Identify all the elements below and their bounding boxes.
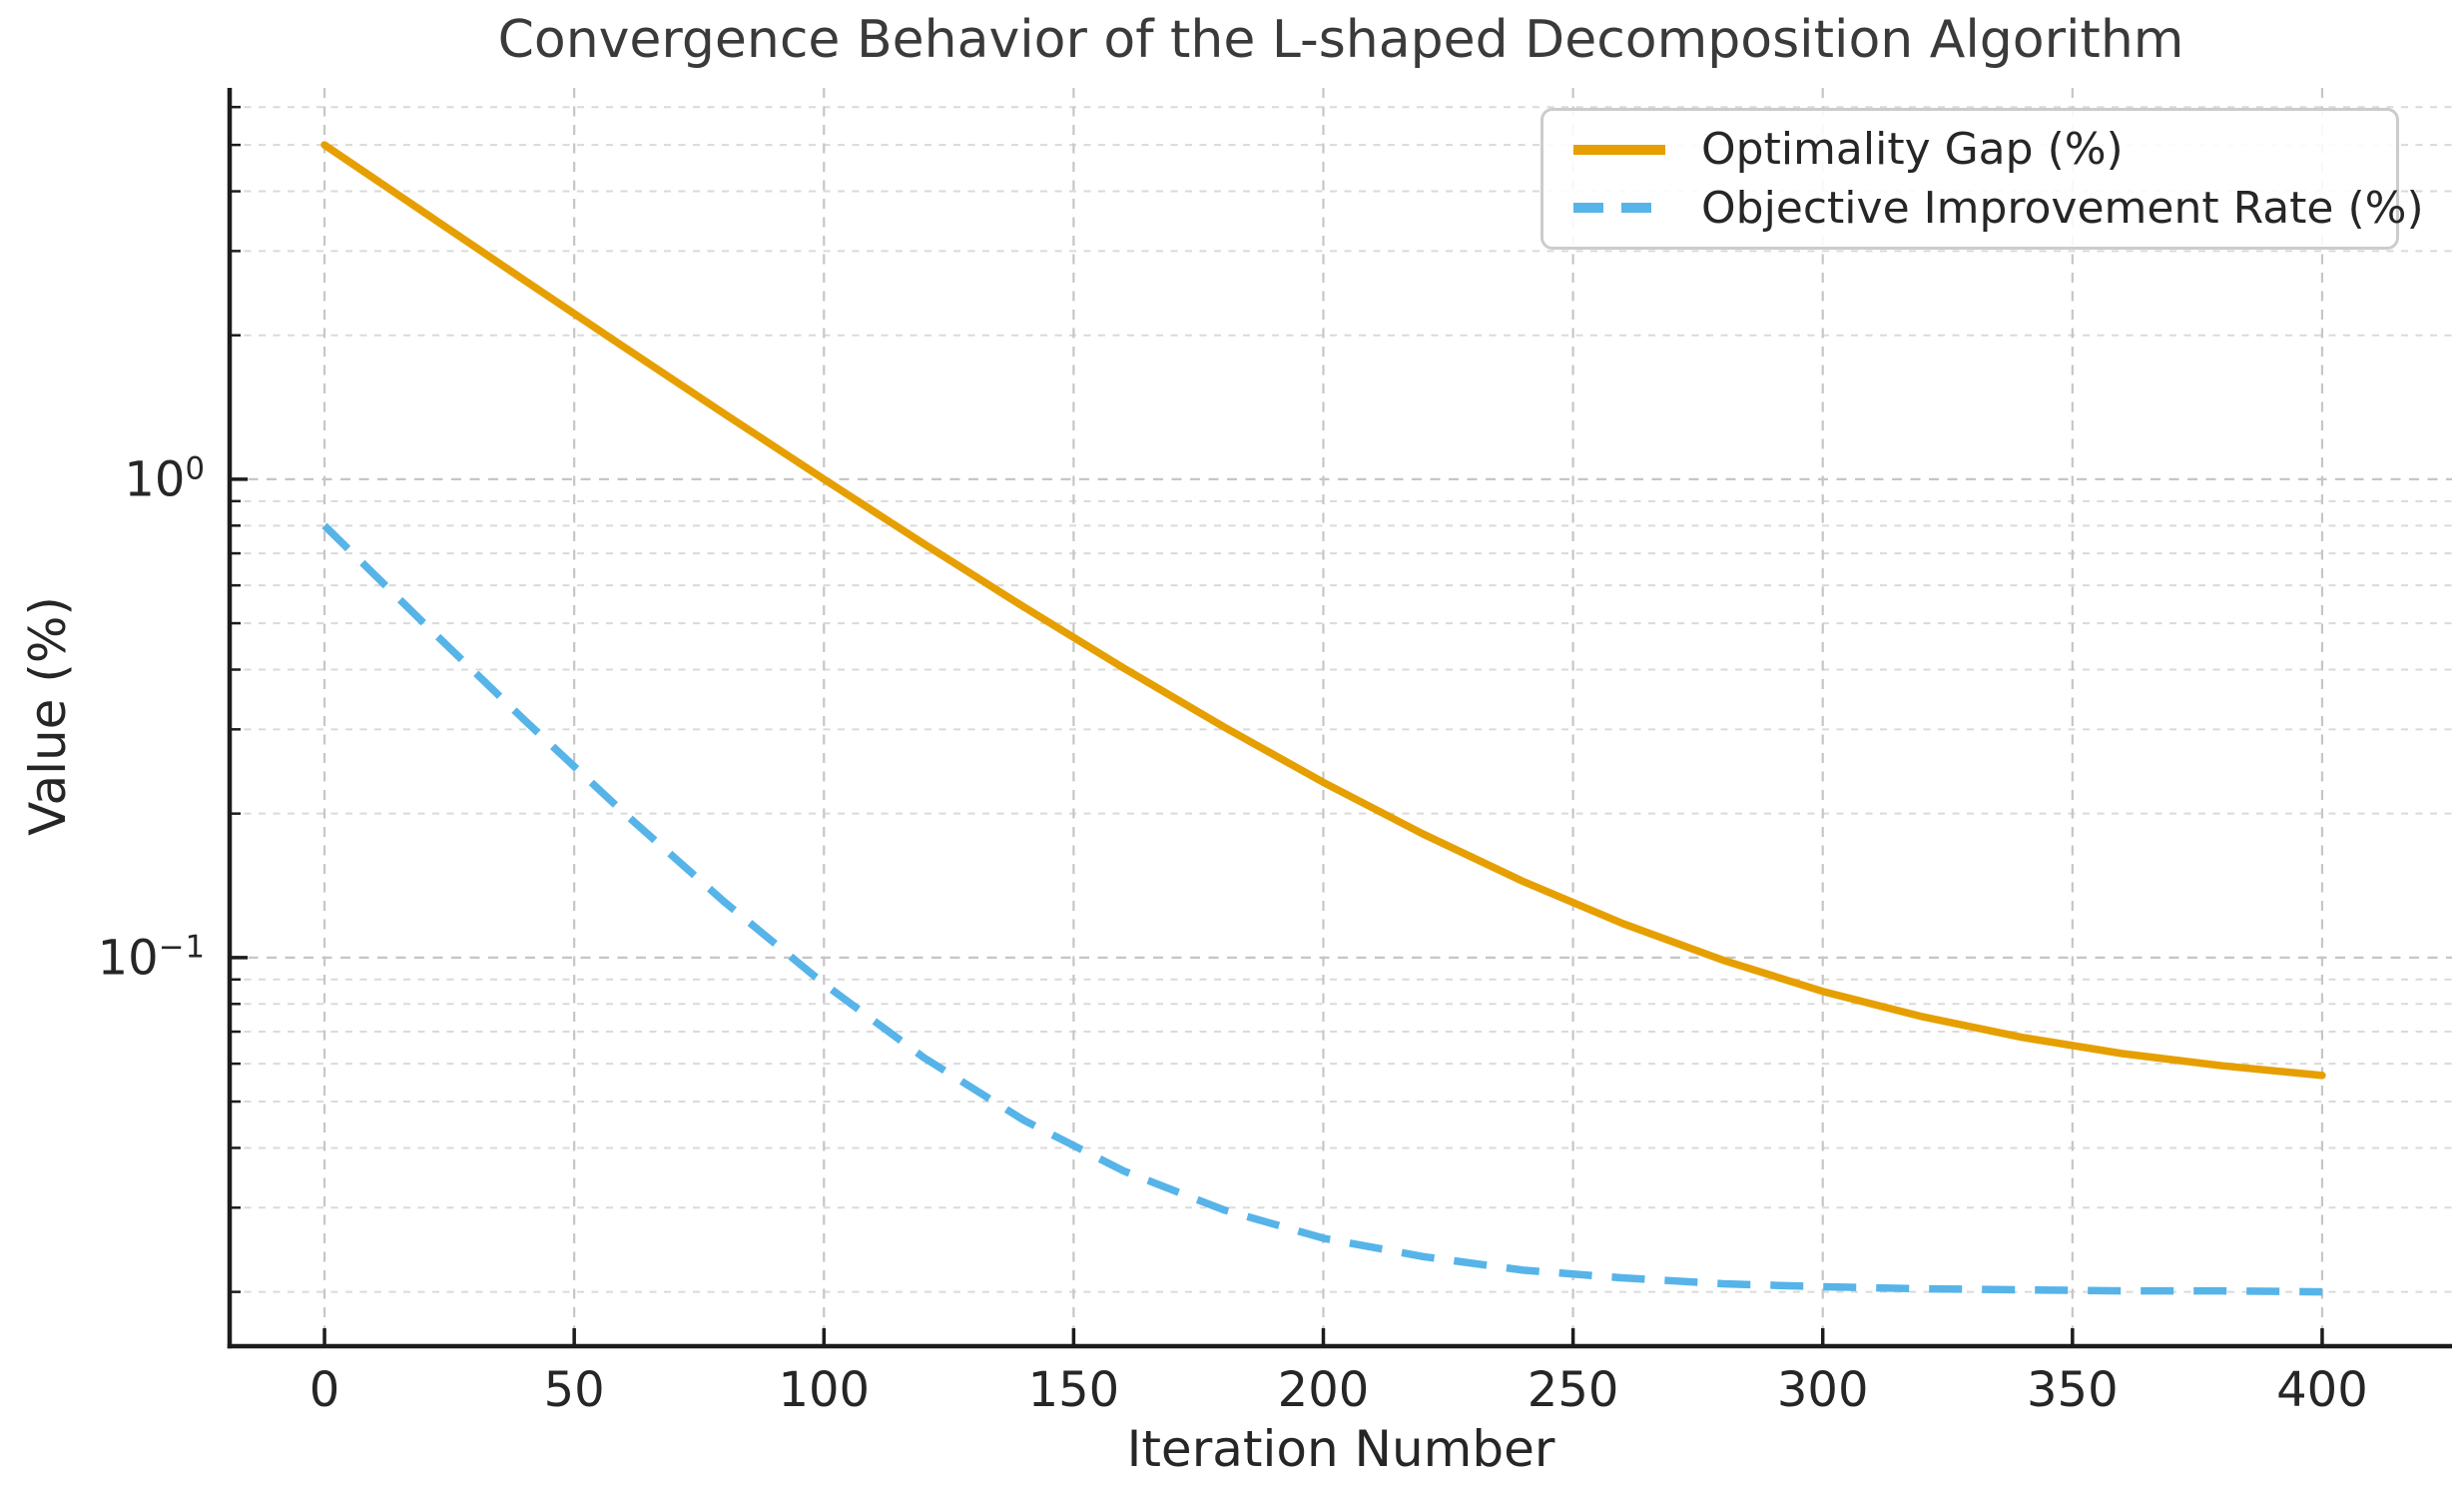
x-tick-label: 300	[1776, 1362, 1869, 1418]
legend-item-optimality-gap: Optimality Gap (%)	[1571, 124, 2368, 175]
series-line-optimality-gap	[320, 141, 2326, 1080]
legend-solid-line-icon	[1573, 144, 1665, 155]
chart-title: Convergence Behavior of the L-shaped Dec…	[497, 10, 2184, 70]
legend-dashed-line-icon	[1573, 203, 1665, 214]
legend-label: Objective Improvement Rate (%)	[1701, 182, 2424, 234]
legend-item-objective-improvement-rate: Objective Improvement Rate (%)	[1571, 183, 2424, 234]
x-tick-label: 150	[1027, 1362, 1120, 1418]
x-axis-label: Iteration Number	[1126, 1420, 1555, 1478]
x-tick-label: 50	[543, 1362, 605, 1418]
x-tick-label: 100	[778, 1362, 871, 1418]
y-tick-label: 100	[124, 450, 206, 508]
x-tick-label: 0	[308, 1362, 340, 1418]
x-tick-label: 400	[2276, 1362, 2368, 1418]
x-tick-label: 250	[1527, 1362, 1619, 1418]
y-axis-label: Value (%)	[19, 596, 77, 836]
legend: Optimality Gap (%) Objective Improvement…	[1540, 108, 2424, 250]
x-tick-label: 350	[2027, 1362, 2119, 1418]
x-tick-label: 200	[1277, 1362, 1370, 1418]
y-tick-label: 10−1	[97, 929, 206, 987]
series-line-objective-improvement-rate	[321, 522, 2322, 1296]
legend-label: Optimality Gap (%)	[1701, 124, 2124, 176]
